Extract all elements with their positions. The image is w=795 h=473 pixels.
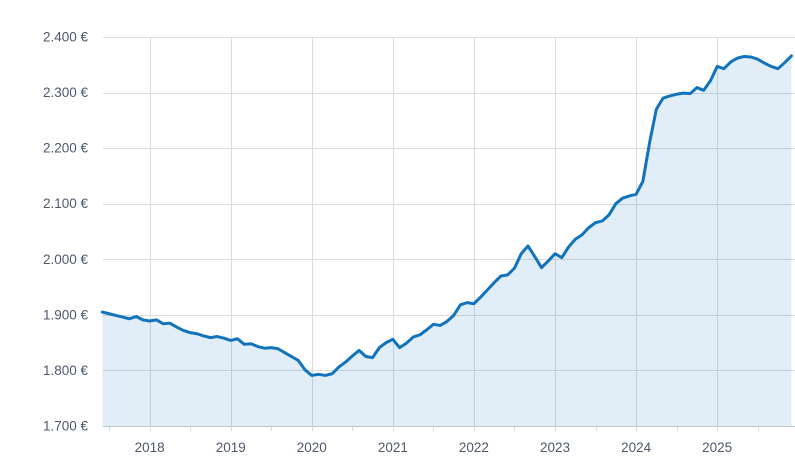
- half-year-ticks: [109, 427, 759, 431]
- y-axis-label: 1.800 €: [43, 363, 89, 378]
- horizontal-gridlines: [103, 37, 795, 427]
- vertical-gridlines: [150, 37, 718, 426]
- x-axis-label: 2022: [459, 440, 489, 455]
- y-axis-label: 2.400 €: [43, 30, 89, 45]
- price-line: [100, 54, 793, 377]
- y-axis-label: 1.900 €: [43, 307, 89, 322]
- price-area: [102, 55, 792, 426]
- x-axis-label: 2024: [621, 440, 652, 455]
- x-axis-label: 2021: [378, 440, 408, 455]
- y-axis-label: 2.200 €: [43, 141, 89, 156]
- x-axis-label: 2019: [216, 440, 246, 455]
- y-axis-label: 1.700 €: [43, 419, 89, 434]
- x-axis-label: 2020: [297, 440, 327, 455]
- y-axis-labels: 2.400 € 2.300 € 2.200 € 2.100 € 2.000 € 1.900…: [43, 30, 89, 434]
- x-axis-labels: 2018 2019 2020 2021 2022 2023 2024 2025: [135, 440, 733, 455]
- x-axis-label: 2025: [702, 440, 732, 455]
- y-axis-label: 2.000 €: [43, 252, 89, 267]
- y-axis-label: 2.300 €: [43, 85, 89, 100]
- x-axis-label: 2018: [135, 440, 165, 455]
- y-axis-label: 2.100 €: [43, 196, 89, 211]
- x-axis-label: 2023: [540, 440, 570, 455]
